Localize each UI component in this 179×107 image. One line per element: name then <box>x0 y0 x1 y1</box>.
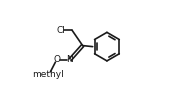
Text: methyl: methyl <box>32 70 64 79</box>
Text: Cl: Cl <box>56 26 65 35</box>
Text: O: O <box>54 55 61 64</box>
Text: N: N <box>67 55 73 64</box>
